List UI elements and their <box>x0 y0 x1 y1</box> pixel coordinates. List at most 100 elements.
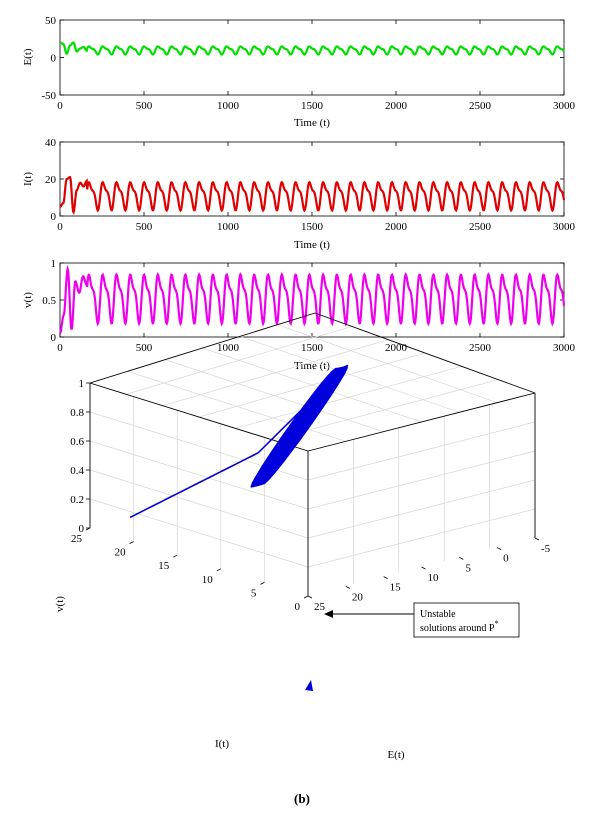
x-tick-label: 3000 <box>553 100 576 112</box>
e-ticks: 25 20 15 10 5 0 -5 <box>307 537 551 613</box>
z-tick-label: 0 <box>79 523 85 535</box>
x-tick-label: 1000 <box>217 342 240 354</box>
e-tick-label: 25 <box>314 601 326 613</box>
x-axis-label: Time (t) <box>294 117 330 129</box>
grid-line-left <box>89 498 309 568</box>
i-tick-label: 10 <box>202 574 214 586</box>
x-tick-label: 2000 <box>385 342 408 354</box>
z-tick-label: 0.4 <box>70 465 84 477</box>
x-tick-label: 1000 <box>217 100 240 112</box>
i-tick-label: 15 <box>158 560 170 572</box>
x-tick-label: 1000 <box>217 221 240 233</box>
x-tick-label: 2500 <box>469 221 492 233</box>
x-tick-label: 3000 <box>553 221 576 233</box>
z-tick-label: 0.2 <box>70 494 84 506</box>
grid-line-right <box>307 508 536 568</box>
grid-line-right <box>307 450 536 510</box>
y-axis-label: v(t) <box>22 292 34 308</box>
caption-b: (b) <box>294 791 310 806</box>
x-tick-label: 500 <box>136 100 153 112</box>
annotation-box <box>413 602 520 638</box>
z-ticks: 0 0.2 0.4 0.6 0.8 1 <box>70 378 90 535</box>
z-tick-label: 0.8 <box>70 407 84 419</box>
y-axis-label: I(t) <box>22 172 34 186</box>
e-tick-label: -5 <box>541 543 551 555</box>
e-tick-mark <box>459 556 464 560</box>
x-tick-label: 2500 <box>469 342 492 354</box>
series-line-e <box>59 41 565 56</box>
x-tick-label: 1500 <box>301 342 324 354</box>
x-tick-label: 2500 <box>469 100 492 112</box>
y-tick-label: 0.5 <box>42 295 56 307</box>
grid-line-top <box>239 336 460 413</box>
e-tick-label: 0 <box>503 553 509 565</box>
x-axis-label: Time (t) <box>294 239 330 251</box>
x-tick-label: 0 <box>57 100 63 112</box>
e-tick-mark <box>307 595 313 599</box>
x-tick-label: 1500 <box>301 221 324 233</box>
i-tick-mark <box>129 541 134 544</box>
i-axis-label: I(t) <box>215 738 229 750</box>
e-tick-label: 10 <box>428 572 440 584</box>
z-tick-label: 0.6 <box>70 436 84 448</box>
panel-v-t: 0 500 1000 1500 2000 2500 3000 00.51 Time (t) … <box>22 258 576 372</box>
i-tick-mark <box>85 527 91 531</box>
y-tick-label: 0 <box>51 332 57 344</box>
box-edge <box>89 382 309 452</box>
trajectory-arrow-icon <box>305 680 313 691</box>
x-tick-label: 500 <box>136 342 153 354</box>
grid-line-left <box>89 440 309 510</box>
z-tick-label: 1 <box>79 378 85 390</box>
x-tick-label: 1500 <box>301 100 324 112</box>
e-tick-mark <box>383 576 388 580</box>
y-axis-label: E(t) <box>22 48 34 65</box>
i-tick-mark <box>260 582 265 585</box>
i-tick-mark <box>173 554 178 558</box>
i-tick-label: 0 <box>295 601 301 613</box>
z-axis-label: v(t) <box>54 596 66 612</box>
i-tick-label: 20 <box>115 547 127 559</box>
x-tick-label: 500 <box>136 221 153 233</box>
y-ticks: -50 0 50 <box>41 15 564 102</box>
grid-line-right <box>307 421 536 481</box>
series-line-v <box>59 264 566 334</box>
e-tick-label: 5 <box>465 562 471 574</box>
i-tick-label: 5 <box>251 587 257 599</box>
e-axis-label: E(t) <box>387 749 404 761</box>
e-tick-label: 20 <box>352 591 364 603</box>
i-tick-label: 25 <box>71 533 83 545</box>
annotation-arrowhead-icon <box>324 610 333 618</box>
x-tick-label: 0 <box>57 221 63 233</box>
panel-3d-phase: 0 0.2 0.4 0.6 0.8 1 0 5 10 15 20 25 25 20 15 10 5 0 -5 U… <box>54 312 551 761</box>
x-ticks: 0 500 1000 1500 2000 2500 3000 <box>57 20 576 112</box>
x-ticks: 0 500 1000 1500 2000 2500 3000 <box>57 142 576 233</box>
grid-lines <box>89 324 536 585</box>
y-tick-label: 40 <box>45 137 57 149</box>
e-tick-label: 15 <box>390 582 402 594</box>
box-edge <box>89 312 316 384</box>
annotation-line-2: solutions around P* <box>420 619 498 634</box>
grid-line-left <box>89 469 309 539</box>
x-tick-label: 2000 <box>385 100 408 112</box>
y-tick-label: -50 <box>41 90 56 102</box>
axes-frame <box>59 19 565 96</box>
box-edge <box>307 392 536 452</box>
y-ticks: 0 20 40 <box>45 137 564 223</box>
e-tick-mark <box>496 547 502 551</box>
box-edge <box>314 312 536 394</box>
y-tick-label: 50 <box>45 15 57 27</box>
grid-line-right <box>307 479 536 539</box>
x-axis-label: Time (t) <box>294 360 330 372</box>
i-ticks: 0 5 10 15 20 25 <box>71 527 309 613</box>
axes-frame <box>59 141 565 217</box>
y-tick-label: 0 <box>51 53 57 65</box>
e-tick-mark <box>345 585 351 589</box>
x-ticks: 0 500 1000 1500 2000 2500 3000 <box>57 263 576 354</box>
i-tick-mark <box>303 595 309 599</box>
i-tick-mark <box>216 568 221 572</box>
e-tick-mark <box>421 566 426 570</box>
y-tick-label: 1 <box>51 258 57 270</box>
